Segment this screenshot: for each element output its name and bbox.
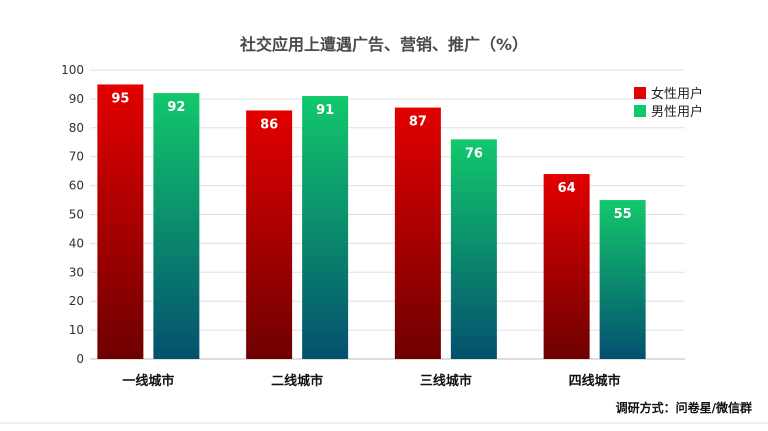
legend: 女性用户 男性用户 [634,86,703,120]
y-tick-label: 40 [69,236,84,250]
data-label: 87 [409,115,427,130]
y-tick-label: 20 [69,294,84,308]
bar-male [302,96,349,359]
y-tick-label: 30 [69,265,84,279]
bar-male [450,139,497,359]
chart-title: 社交应用上遭遇广告、营销、推广（%） [239,35,528,54]
data-label: 92 [167,100,185,115]
bar-female [543,174,590,359]
y-tick-label: 10 [69,323,84,337]
legend-label-male: 男性用户 [651,104,703,120]
source-note: 调研方式：问卷星/微信群 [616,400,752,415]
data-label: 86 [260,117,278,132]
x-tick-label: 一线城市 [122,373,174,389]
y-tick-label: 70 [69,150,84,164]
y-tick-label: 100 [61,63,84,77]
y-tick-label: 80 [69,121,84,135]
legend-label-female: 女性用户 [651,86,703,102]
bar-female [97,84,144,359]
data-labels: 95 92 86 91 87 76 64 55 [111,91,631,222]
data-label: 55 [614,207,632,222]
bars [97,84,646,360]
x-axis-ticks: 一线城市 二线城市 三线城市 四线城市 [122,373,620,389]
data-label: 76 [465,146,483,161]
x-tick-label: 四线城市 [569,373,621,389]
x-tick-label: 三线城市 [420,373,472,389]
data-label: 91 [316,103,334,118]
bar-female [246,110,293,360]
legend-swatch-female [634,87,646,99]
y-tick-label: 90 [69,92,84,106]
legend-swatch-male [634,105,646,117]
x-tick-label: 二线城市 [271,373,323,389]
y-axis-ticks: 0 10 20 30 40 50 60 70 80 90 100 [61,63,84,366]
y-tick-label: 60 [69,179,84,193]
y-tick-label: 0 [76,352,84,366]
data-label: 95 [111,91,129,106]
data-label: 64 [558,181,576,196]
bar-male [599,200,646,359]
y-tick-label: 50 [69,208,84,222]
bar-female [394,107,441,359]
bar-male [153,93,200,360]
